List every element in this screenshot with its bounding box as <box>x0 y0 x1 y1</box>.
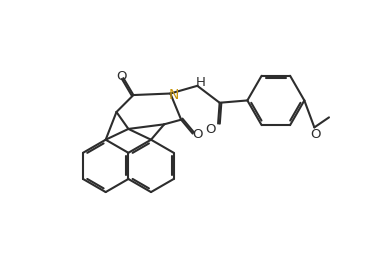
Text: H: H <box>196 76 206 89</box>
Text: N: N <box>168 87 179 101</box>
Text: O: O <box>205 122 216 135</box>
Text: O: O <box>311 128 321 140</box>
Text: O: O <box>192 128 202 140</box>
Text: O: O <box>117 69 127 82</box>
